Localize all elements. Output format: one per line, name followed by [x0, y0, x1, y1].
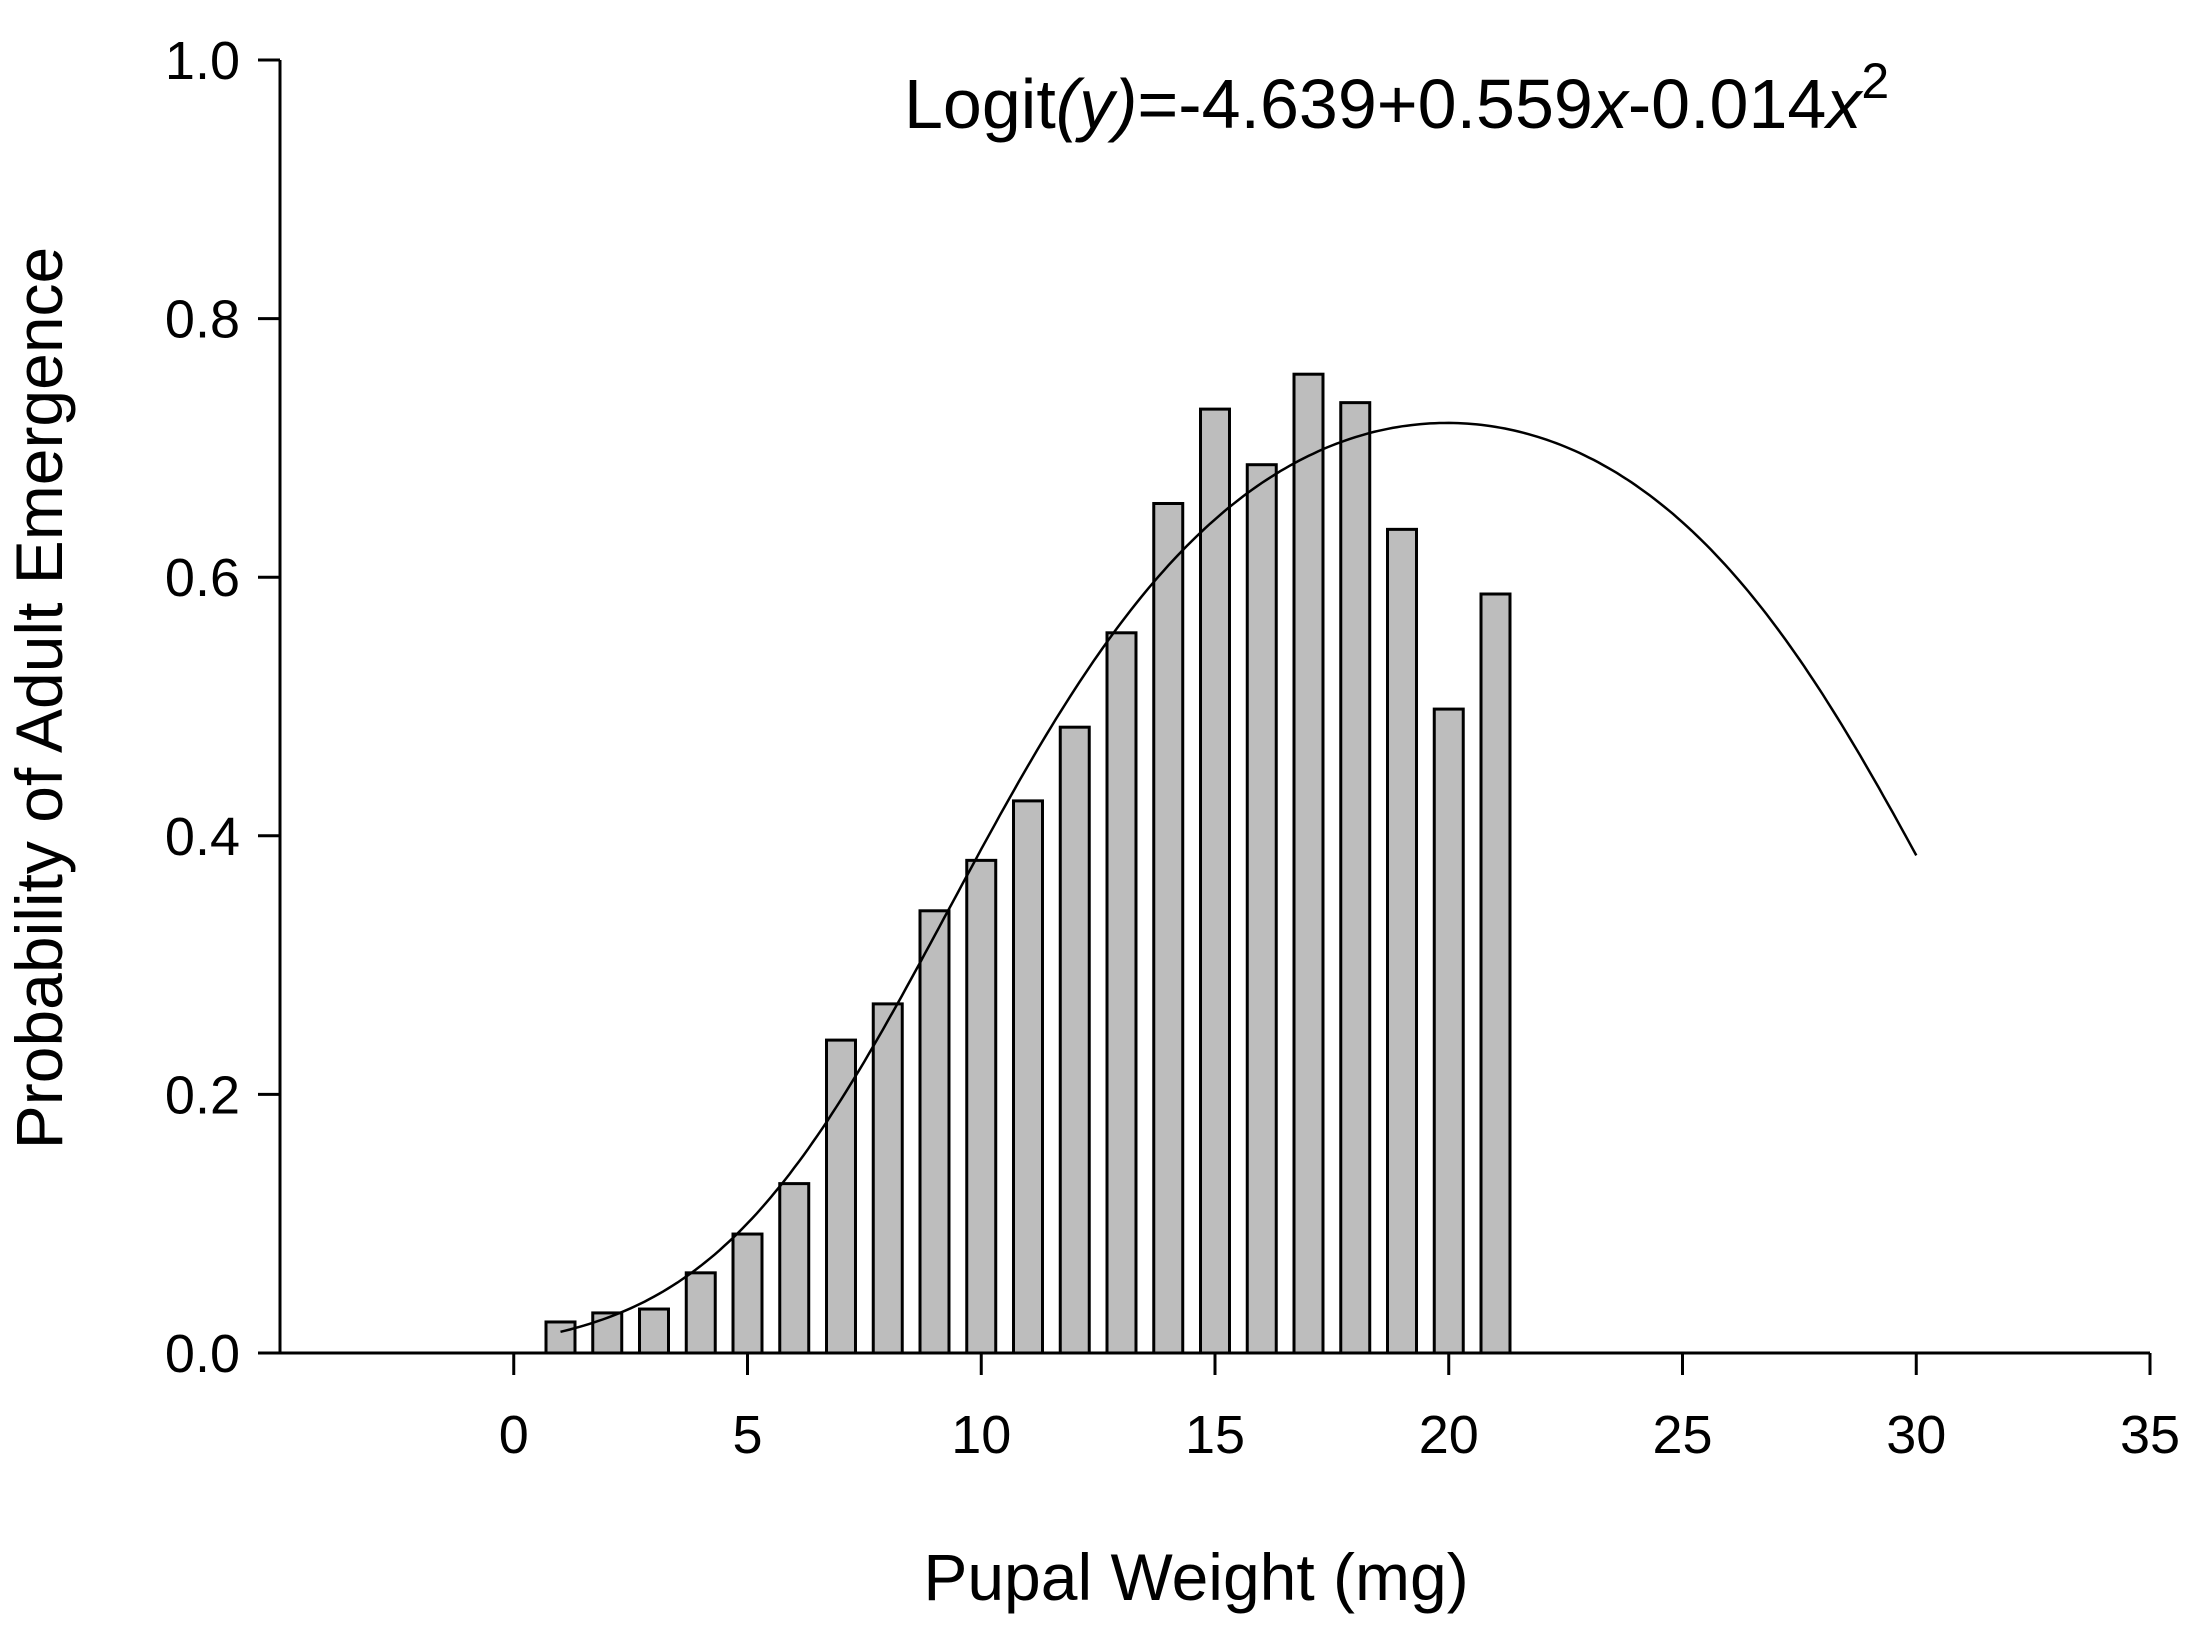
x-tick-label: 30 — [1886, 1405, 1946, 1465]
y-tick-label: 0.0 — [165, 1324, 240, 1384]
bar — [778, 1182, 811, 1355]
bar — [1199, 407, 1231, 1355]
fitted-curve — [560, 421, 1918, 1334]
y-tick-label: 0.4 — [165, 807, 240, 867]
equation-x2: x — [1823, 65, 1864, 143]
y-tick-label: 0.2 — [165, 1065, 240, 1125]
equation-x1: x — [1590, 65, 1631, 143]
y-axis-title: Probability of Adult Emergence — [2, 247, 76, 1150]
bar — [684, 1271, 717, 1355]
bar — [1152, 501, 1185, 1355]
x-tick-label: 0 — [499, 1405, 529, 1465]
equation-prefix: Logit — [904, 65, 1056, 143]
x-tick-label: 15 — [1185, 1405, 1245, 1465]
y-tick-label: 0.8 — [165, 290, 240, 350]
x-tick-label: 35 — [2120, 1405, 2180, 1465]
x-tick-label: 20 — [1419, 1405, 1479, 1465]
bar — [731, 1232, 764, 1355]
y-ticks: 0.0 0.2 0.4 0.6 0.8 1.0 — [165, 31, 280, 1384]
bar — [1245, 463, 1278, 1355]
bar — [1058, 725, 1091, 1355]
bar — [544, 1320, 577, 1355]
equation-part1: =-4.639+0.559 — [1137, 65, 1592, 143]
bar — [1386, 527, 1418, 1355]
bars — [544, 372, 1512, 1355]
x-axis-title: Pupal Weight (mg) — [923, 1540, 1468, 1614]
x-ticks: 0 5 10 15 20 25 30 35 — [499, 1353, 2180, 1465]
bar — [1292, 372, 1325, 1355]
equation-y: (y) — [1056, 65, 1138, 143]
bar — [965, 858, 998, 1355]
y-tick-label: 1.0 — [165, 31, 240, 91]
equation-exponent: 2 — [1861, 53, 1889, 109]
bar — [638, 1307, 670, 1355]
equation-part2: -0.014 — [1628, 65, 1826, 143]
bar — [871, 1002, 904, 1355]
equation-annotation: Logit(y)=-4.639+0.559x-0.014x2 — [904, 53, 1889, 143]
bar — [1105, 631, 1138, 1355]
bar — [825, 1038, 857, 1355]
bar — [918, 909, 951, 1355]
x-tick-label: 25 — [1652, 1405, 1712, 1465]
x-tick-label: 10 — [951, 1405, 1011, 1465]
bar — [1339, 401, 1372, 1355]
x-tick-label: 5 — [732, 1405, 762, 1465]
bar — [1012, 799, 1044, 1355]
bar — [1479, 592, 1512, 1355]
bar — [1432, 707, 1465, 1355]
y-tick-label: 0.6 — [165, 548, 240, 608]
